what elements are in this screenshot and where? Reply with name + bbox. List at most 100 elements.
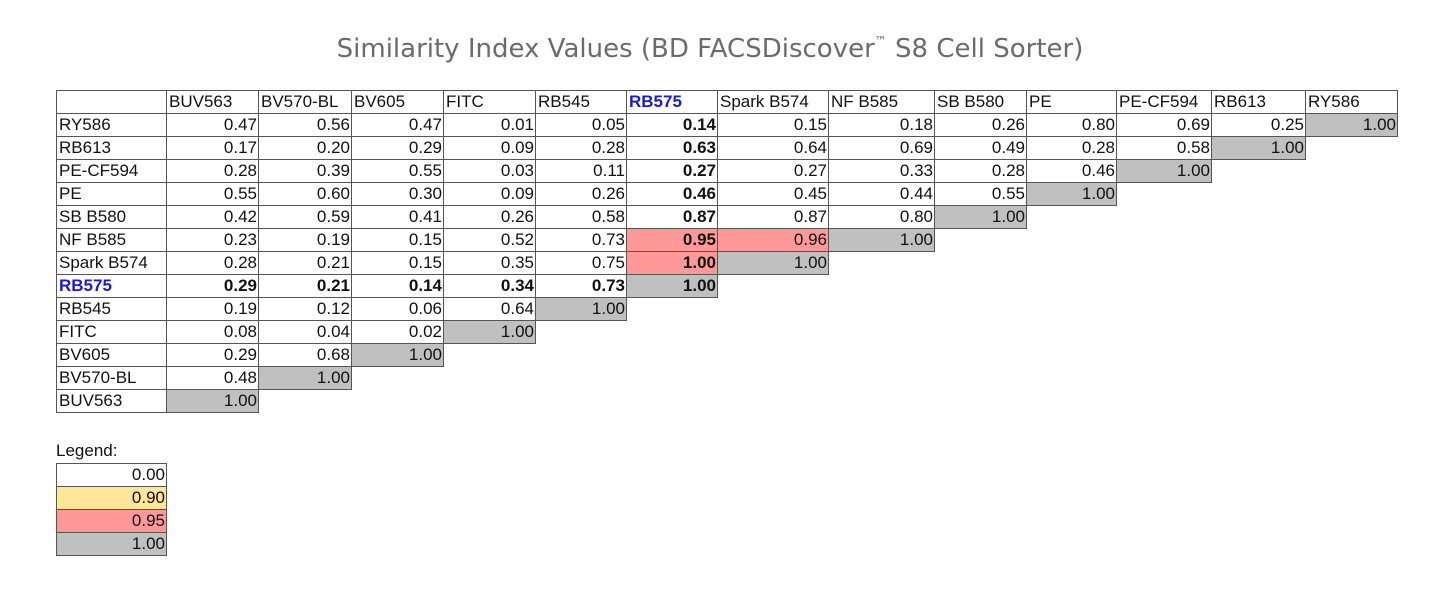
empty-cell (1306, 367, 1398, 390)
value-cell: 0.49 (934, 136, 1027, 160)
value-cell: 0.14 (626, 113, 718, 137)
empty-cell (1306, 390, 1398, 413)
empty-cell (444, 344, 536, 367)
empty-cell (829, 367, 935, 390)
empty-cell (1027, 275, 1117, 298)
similarity-matrix: BUV563 BV570-BL BV605 FITC RB545 RB575 Spark B… (56, 90, 1398, 413)
value-cell: 0.68 (258, 343, 352, 367)
value-cell: 0.17 (166, 136, 259, 160)
empty-cell (1306, 275, 1398, 298)
empty-cell (1306, 344, 1398, 367)
empty-cell (829, 321, 935, 344)
value-cell: 0.09 (443, 182, 536, 206)
value-cell: 0.15 (717, 113, 829, 137)
empty-cell (1212, 160, 1306, 183)
table-row: RB575 0.29 0.21 0.14 0.34 0.73 1.00 (56, 274, 1398, 298)
page-title: Similarity Index Values (BD FACSDiscover… (0, 34, 1420, 64)
value-cell: 0.25 (1211, 113, 1306, 137)
empty-cell (536, 321, 627, 344)
value-cell: 0.58 (535, 205, 627, 229)
header-row: BUV563 BV570-BL BV605 FITC RB545 RB575 Spark B… (56, 90, 1398, 114)
value-cell: 0.33 (828, 159, 935, 183)
empty-cell (1117, 229, 1212, 252)
empty-cell (935, 275, 1027, 298)
empty-cell (444, 390, 536, 413)
empty-cell (1027, 252, 1117, 275)
value-cell: 0.34 (443, 274, 536, 298)
value-cell: 0.39 (258, 159, 352, 183)
value-cell: 0.28 (934, 159, 1027, 183)
column-header: NF B585 (828, 90, 935, 114)
value-cell: 0.55 (351, 159, 444, 183)
value-cell: 0.30 (351, 182, 444, 206)
empty-cell (1212, 298, 1306, 321)
empty-cell (935, 252, 1027, 275)
value-cell: 0.80 (1026, 113, 1117, 137)
value-cell: 0.01 (443, 113, 536, 137)
value-cell: 0.48 (166, 366, 259, 390)
value-cell: 0.03 (443, 159, 536, 183)
legend-swatch: 0.95 (56, 509, 167, 533)
table-row: SB B580 0.42 0.59 0.41 0.26 0.58 0.87 0.87 0.80 1… (56, 205, 1398, 229)
empty-cell (1306, 183, 1398, 206)
value-cell: 0.47 (166, 113, 259, 137)
row-label: RB575 (56, 274, 167, 298)
empty-cell (1212, 321, 1306, 344)
empty-cell (259, 390, 352, 413)
table-row: RB613 0.17 0.20 0.29 0.09 0.28 0.63 0.64 0.69 0.4… (56, 136, 1398, 160)
value-cell: 0.96 (717, 228, 829, 252)
value-cell: 0.42 (166, 205, 259, 229)
value-cell: 0.44 (828, 182, 935, 206)
empty-cell (829, 390, 935, 413)
empty-cell (1212, 206, 1306, 229)
value-cell: 0.28 (166, 251, 259, 275)
legend-row: 0.00 (56, 463, 167, 487)
value-cell: 0.45 (717, 182, 829, 206)
diagonal-cell: 1.00 (535, 297, 627, 321)
value-cell: 0.64 (443, 297, 536, 321)
empty-cell (1306, 321, 1398, 344)
row-label: SB B580 (56, 205, 167, 229)
diagonal-cell: 1.00 (626, 274, 718, 298)
value-cell: 0.28 (166, 159, 259, 183)
value-cell: 0.95 (626, 228, 718, 252)
table-row: BUV563 1.00 (56, 389, 1398, 413)
empty-cell (352, 367, 444, 390)
row-label: PE-CF594 (56, 159, 167, 183)
empty-cell (1117, 344, 1212, 367)
value-cell: 0.28 (1026, 136, 1117, 160)
empty-cell (935, 367, 1027, 390)
empty-cell (627, 321, 718, 344)
empty-cell (935, 390, 1027, 413)
empty-cell (627, 367, 718, 390)
value-cell: 0.15 (351, 251, 444, 275)
legend-row: 0.95 (56, 509, 167, 533)
value-cell: 0.09 (443, 136, 536, 160)
value-cell: 0.11 (535, 159, 627, 183)
empty-cell (1306, 160, 1398, 183)
diagonal-cell: 1.00 (351, 343, 444, 367)
value-cell: 0.59 (258, 205, 352, 229)
row-label: BV605 (56, 343, 167, 367)
legend-row: 0.90 (56, 486, 167, 510)
value-cell: 0.08 (166, 320, 259, 344)
empty-cell (1212, 252, 1306, 275)
legend-swatch: 1.00 (56, 532, 167, 556)
empty-cell (1306, 229, 1398, 252)
empty-cell (1212, 344, 1306, 367)
empty-cell (1117, 390, 1212, 413)
empty-cell (829, 298, 935, 321)
empty-cell (1027, 390, 1117, 413)
diagonal-cell: 1.00 (443, 320, 536, 344)
empty-cell (935, 298, 1027, 321)
legend-swatch: 0.00 (56, 463, 167, 487)
legend-row: 1.00 (56, 532, 167, 556)
value-cell: 0.06 (351, 297, 444, 321)
legend-table: 0.00 0.90 0.95 1.00 (56, 463, 167, 556)
empty-cell (1212, 229, 1306, 252)
diagonal-cell: 1.00 (828, 228, 935, 252)
value-cell: 0.52 (443, 228, 536, 252)
value-cell: 0.60 (258, 182, 352, 206)
value-cell: 0.21 (258, 274, 352, 298)
empty-cell (935, 344, 1027, 367)
